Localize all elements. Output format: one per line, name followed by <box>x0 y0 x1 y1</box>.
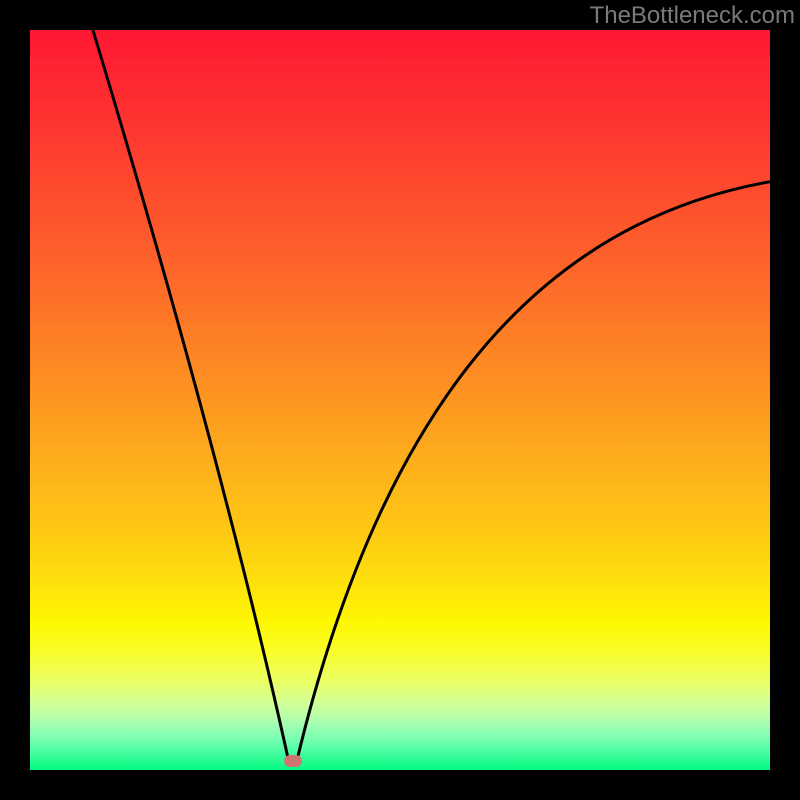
sweet-spot-marker <box>284 755 302 767</box>
curve-left-branch <box>93 30 289 763</box>
curve-layer <box>30 30 770 770</box>
plot-area <box>30 30 770 770</box>
watermark-text: TheBottleneck.com <box>590 2 795 30</box>
bottleneck-chart: TheBottleneck.com <box>0 0 800 800</box>
curve-right-branch <box>296 182 770 763</box>
